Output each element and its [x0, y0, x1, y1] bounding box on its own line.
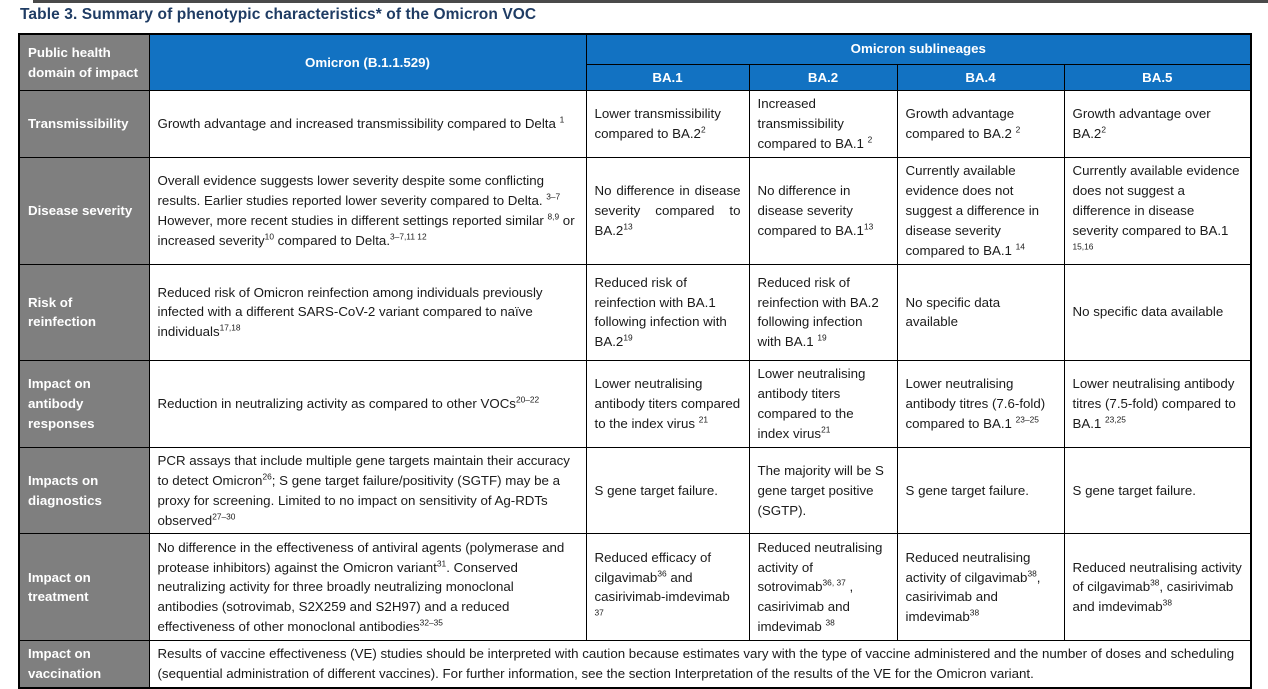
cell-diagnostics-ba2: The majority will be S gene target posit…: [748, 446, 898, 535]
cell-diagnostics-omicron: PCR assays that include multiple gene ta…: [148, 446, 587, 535]
table-row-vaccination: Impact on vaccination Results of vaccine…: [18, 640, 1252, 689]
corner-header-cell: Public health domain of impact: [18, 33, 150, 92]
cell-treatment-ba4: Reduced neutralising activity of cilgavi…: [896, 533, 1065, 642]
cell-reinfection-ba4: No specific data available: [896, 263, 1065, 361]
cell-diagnostics-ba5: S gene target failure.: [1063, 446, 1252, 535]
cell-reinfection-ba1: Reduced risk of reinfection with BA.1 fo…: [585, 263, 750, 361]
row-label-treatment: Impact on treatment: [18, 533, 150, 642]
cell-vaccination-all: Results of vaccine effectiveness (VE) st…: [148, 640, 1252, 689]
column-header-ba2: BA.2: [748, 63, 898, 92]
cell-transmissibility-ba1: Lower transmissibility compared to BA.22: [585, 90, 750, 159]
row-label-vaccination: Impact on vaccination: [18, 640, 150, 689]
header-row-top: Public health domain of impact Omicron (…: [18, 33, 1252, 92]
cell-transmissibility-ba4: Growth advantage compared to BA.2 2: [896, 90, 1065, 159]
table-row-antibody-responses: Impact on antibody responses Reduction i…: [18, 359, 1252, 448]
cell-antibody-ba2: Lower neutralising antibody titers compa…: [748, 359, 898, 448]
cell-diagnostics-ba1: S gene target failure.: [585, 446, 750, 535]
cell-severity-ba5: Currently available evidence does not su…: [1063, 157, 1252, 265]
cell-antibody-omicron: Reduction in neutralizing activity as co…: [148, 359, 587, 448]
cell-transmissibility-ba2: Increased transmissibility compared to B…: [748, 90, 898, 159]
cell-severity-omicron: Overall evidence suggests lower severity…: [148, 157, 587, 265]
row-label-diagnostics: Impacts on diagnostics: [18, 446, 150, 535]
column-header-ba1: BA.1: [585, 63, 750, 92]
sublineages-header-cell: Omicron sublineages: [585, 33, 1252, 65]
table-row-diagnostics: Impacts on diagnostics PCR assays that i…: [18, 446, 1252, 535]
table-row-treatment: Impact on treatment No difference in the…: [18, 533, 1252, 642]
cell-transmissibility-ba5: Growth advantage over BA.22: [1063, 90, 1252, 159]
table-row-disease-severity: Disease severity Overall evidence sugges…: [18, 157, 1252, 265]
cell-severity-ba1: No difference in disease severity compar…: [585, 157, 750, 265]
row-label-risk-of-reinfection: Risk of reinfection: [18, 263, 150, 361]
row-label-disease-severity: Disease severity: [18, 157, 150, 265]
cell-severity-ba4: Currently available evidence does not su…: [896, 157, 1065, 265]
cell-transmissibility-omicron: Growth advantage and increased transmiss…: [148, 90, 587, 159]
cell-antibody-ba4: Lower neutralising antibody titres (7.6-…: [896, 359, 1065, 448]
table-title: Table 3. Summary of phenotypic character…: [20, 6, 537, 23]
column-header-ba4: BA.4: [896, 63, 1065, 92]
row-label-antibody-responses: Impact on antibody responses: [18, 359, 150, 448]
column-header-ba5: BA.5: [1063, 63, 1252, 92]
table-row-transmissibility: Transmissibility Growth advantage and in…: [18, 90, 1252, 159]
cell-antibody-ba1: Lower neutralising antibody titers compa…: [585, 359, 750, 448]
cell-diagnostics-ba4: S gene target failure.: [896, 446, 1065, 535]
cell-treatment-ba1: Reduced efficacy of cilgavimab36 and cas…: [585, 533, 750, 642]
row-label-transmissibility: Transmissibility: [18, 90, 150, 159]
cell-treatment-omicron: No difference in the effectiveness of an…: [148, 533, 587, 642]
cell-treatment-ba5: Reduced neutralising activity of cilgavi…: [1063, 533, 1252, 642]
cell-reinfection-ba5: No specific data available: [1063, 263, 1252, 361]
cell-reinfection-ba2: Reduced risk of reinfection with BA.2 fo…: [748, 263, 898, 361]
cell-reinfection-omicron: Reduced risk of Omicron reinfection amon…: [148, 263, 587, 361]
omicron-voc-table: Public health domain of impact Omicron (…: [18, 33, 1253, 689]
cell-antibody-ba5: Lower neutralising antibody titres (7.5-…: [1063, 359, 1252, 448]
omicron-header-cell: Omicron (B.1.1.529): [148, 33, 587, 92]
cell-treatment-ba2: Reduced neutralising activity of sotrovi…: [748, 533, 898, 642]
screenshot-top-edge-strip: [33, 0, 1268, 3]
header-row-sublineages: BA.1 BA.2 BA.4 BA.5: [19, 63, 1252, 92]
table-row-risk-of-reinfection: Risk of reinfection Reduced risk of Omic…: [18, 263, 1252, 361]
cell-severity-ba2: No difference in disease severity compar…: [748, 157, 898, 265]
